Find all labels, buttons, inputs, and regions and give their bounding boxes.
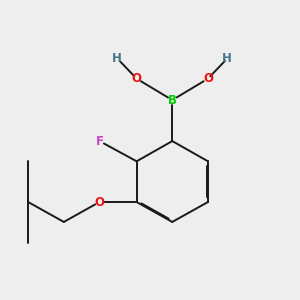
Text: B: B [168,94,177,106]
Text: O: O [203,72,213,85]
Text: F: F [95,135,104,148]
Text: H: H [112,52,122,65]
Text: O: O [132,72,142,85]
Text: O: O [94,196,104,208]
Text: H: H [222,52,232,65]
